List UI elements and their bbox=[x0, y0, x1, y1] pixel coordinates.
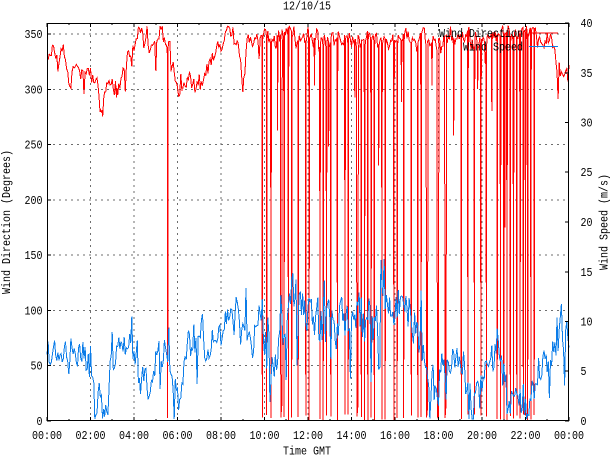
svg-text:30: 30 bbox=[581, 117, 593, 131]
svg-text:0: 0 bbox=[37, 415, 43, 429]
svg-text:250: 250 bbox=[25, 139, 43, 153]
svg-text:14:00: 14:00 bbox=[337, 429, 367, 443]
svg-text:15: 15 bbox=[581, 266, 593, 280]
svg-text:10:00: 10:00 bbox=[250, 429, 280, 443]
svg-text:40: 40 bbox=[581, 17, 593, 31]
svg-text:350: 350 bbox=[25, 28, 43, 42]
svg-text:18:00: 18:00 bbox=[424, 429, 454, 443]
svg-text:04:00: 04:00 bbox=[119, 429, 149, 443]
svg-text:300: 300 bbox=[25, 83, 43, 97]
svg-text:12/10/15: 12/10/15 bbox=[283, 0, 331, 14]
svg-text:150: 150 bbox=[25, 249, 43, 263]
svg-text:22:00: 22:00 bbox=[511, 429, 541, 443]
svg-text:20: 20 bbox=[581, 216, 593, 230]
svg-text:200: 200 bbox=[25, 194, 43, 208]
svg-text:00:00: 00:00 bbox=[554, 429, 584, 443]
svg-text:06:00: 06:00 bbox=[163, 429, 193, 443]
svg-text:Time GMT: Time GMT bbox=[283, 445, 331, 459]
svg-text:02:00: 02:00 bbox=[76, 429, 106, 443]
svg-text:25: 25 bbox=[581, 166, 593, 180]
svg-text:35: 35 bbox=[581, 67, 593, 81]
svg-text:20:00: 20:00 bbox=[467, 429, 497, 443]
svg-text:10: 10 bbox=[581, 316, 593, 330]
svg-text:12:00: 12:00 bbox=[293, 429, 323, 443]
svg-text:Wind Speed (m/s): Wind Speed (m/s) bbox=[598, 174, 611, 270]
svg-text:0: 0 bbox=[581, 415, 587, 429]
svg-text:Wind Speed: Wind Speed bbox=[463, 41, 523, 55]
svg-text:16:00: 16:00 bbox=[380, 429, 410, 443]
svg-text:00:00: 00:00 bbox=[32, 429, 62, 443]
svg-text:Wind Direction (Degrees): Wind Direction (Degrees) bbox=[0, 150, 14, 294]
svg-text:50: 50 bbox=[31, 360, 43, 374]
svg-text:5: 5 bbox=[581, 365, 587, 379]
svg-text:Wind Direction: Wind Direction bbox=[439, 27, 523, 41]
svg-text:100: 100 bbox=[25, 304, 43, 318]
svg-text:08:00: 08:00 bbox=[206, 429, 236, 443]
